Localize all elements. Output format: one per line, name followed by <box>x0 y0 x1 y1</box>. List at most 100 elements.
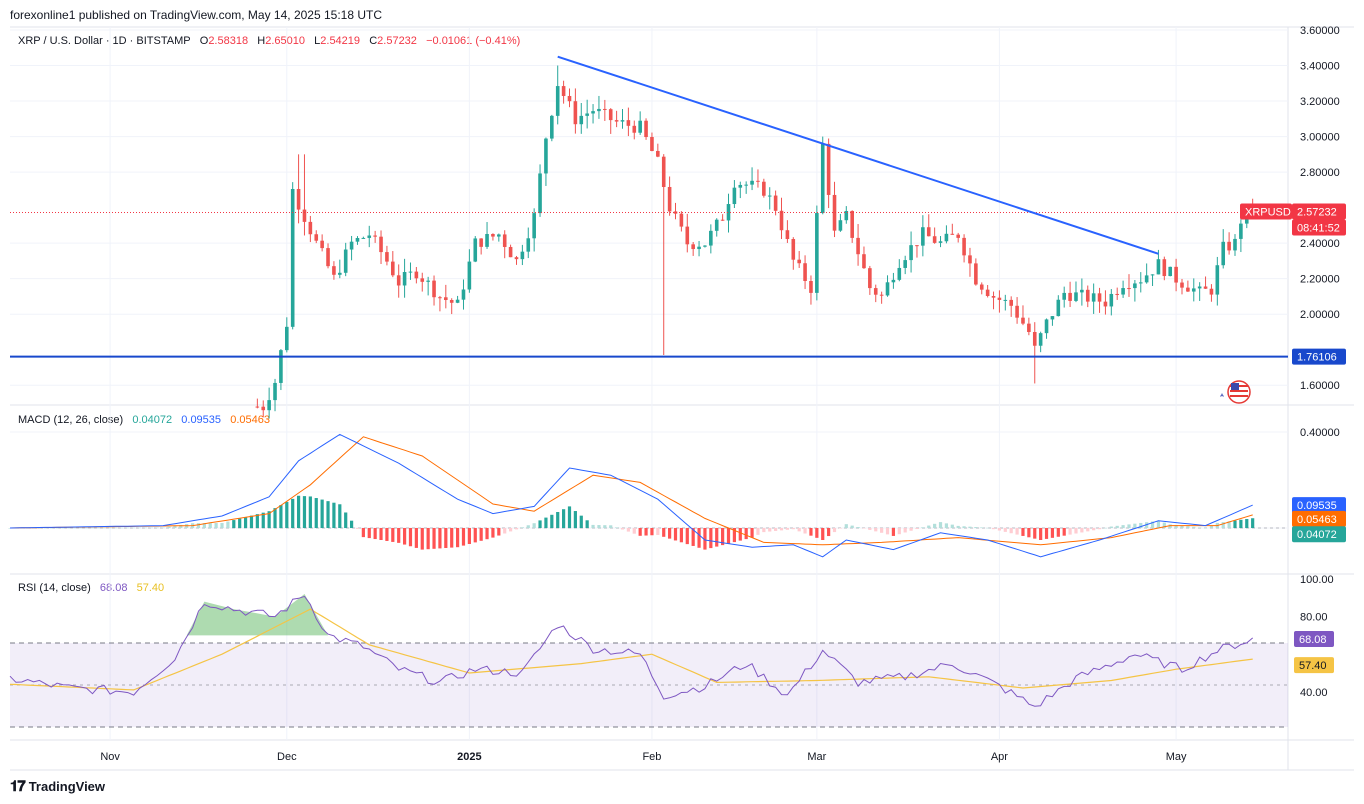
macd-hist-bar <box>355 528 360 529</box>
macd-hist-bar <box>556 512 560 528</box>
macd-hist-bar <box>338 504 342 528</box>
candle-body <box>997 297 1002 300</box>
macd-hist-bar <box>196 523 201 528</box>
candle-body <box>261 406 266 411</box>
candle-body <box>985 289 990 297</box>
macd-hist-bar <box>1156 520 1161 528</box>
macd-hist-bar <box>909 528 913 531</box>
candle-body <box>773 195 778 211</box>
macd-legend: MACD (12, 26, close) 0.04072 0.09535 0.0… <box>18 414 270 426</box>
candle-body <box>679 213 684 227</box>
rsi-axis[interactable]: 100.00 80.00 40.00 <box>1300 574 1334 699</box>
candle-body <box>673 211 678 214</box>
price-axis[interactable]: 3.60000 3.40000 3.20000 3.00000 2.80000 2.400… <box>1300 25 1340 392</box>
macd-hist-bar <box>1121 525 1125 528</box>
candle-body <box>491 234 495 237</box>
candle-body <box>1180 282 1184 288</box>
candle-body <box>720 219 725 221</box>
macd-hist-bar <box>402 528 407 545</box>
macd-tick-label: 0.40000 <box>1300 427 1340 439</box>
us-flag-icon[interactable] <box>1220 380 1251 404</box>
tradingview-logo-icon: 𝟏𝟕 <box>10 778 26 795</box>
candle-body <box>832 194 837 231</box>
countdown-tag-text: 08:41:52 <box>1297 223 1340 235</box>
candle-body <box>338 272 342 275</box>
macd-title[interactable]: MACD (12, 26, close) <box>18 414 124 426</box>
macd-hist-bar <box>526 525 530 528</box>
descending-trendline[interactable] <box>557 55 1159 255</box>
candle-body <box>991 296 996 298</box>
candle-body <box>1191 288 1196 292</box>
rsi-tick-label: 100.00 <box>1300 574 1334 586</box>
candle-body <box>508 246 513 258</box>
candle-body <box>597 108 601 112</box>
symbol-title[interactable]: XRP / U.S. Dollar · 1D · BITSTAMP <box>18 35 191 47</box>
candle-body <box>343 249 348 273</box>
candle-body <box>968 255 972 264</box>
macd-hist-bar <box>703 528 707 550</box>
macd-hist-bar <box>214 523 218 528</box>
candle-body <box>691 244 695 250</box>
macd-hist-bar <box>267 511 271 528</box>
candle-body <box>1215 265 1220 295</box>
macd-hist-bar <box>467 528 471 544</box>
price-tick-label: 2.40000 <box>1300 238 1340 250</box>
rsi-title[interactable]: RSI (14, close) <box>18 582 91 594</box>
macd-hist-bar <box>673 528 678 541</box>
candle-body <box>1074 292 1078 301</box>
candle-body <box>1174 266 1178 283</box>
macd-hist-bar <box>1027 528 1031 538</box>
macd-tag: 0.09535 <box>1292 497 1346 514</box>
candle-body <box>815 213 819 293</box>
macd-hist-bar <box>414 528 418 548</box>
candle-body <box>756 180 760 182</box>
macd-hist-bar <box>950 524 954 528</box>
macd-hist-bar <box>161 527 165 529</box>
candle-body <box>638 120 642 133</box>
candle-body <box>709 230 713 246</box>
candle-body <box>1203 286 1208 289</box>
macd-line <box>9 433 1253 558</box>
candle-body <box>703 245 707 247</box>
rsi-tag-text: 68.08 <box>1299 634 1327 646</box>
candle-body <box>726 204 731 221</box>
time-axis[interactable]: Nov Dec 2025 Feb Mar Apr May <box>100 751 1187 763</box>
candle-body <box>897 267 902 280</box>
macd-hist-bar <box>850 525 854 528</box>
candle-body <box>408 271 413 273</box>
candle-body <box>1003 299 1008 301</box>
macd-signal-value: 0.05463 <box>230 414 270 426</box>
candle-body <box>667 186 672 212</box>
macd-hist-bar <box>827 528 831 537</box>
macd-hist-bar <box>432 528 436 549</box>
candle-body <box>856 237 860 255</box>
tradingview-logo[interactable]: 𝟏𝟕 TradingView <box>10 778 105 795</box>
macd-hist-bar <box>567 506 572 528</box>
macd-hist-bar <box>1086 528 1090 532</box>
macd-hist-bar <box>956 525 960 528</box>
candle-body <box>885 282 890 296</box>
macd-hist-bar <box>1221 522 1225 528</box>
change-value: −0.01061 (−0.41%) <box>426 35 521 47</box>
macd-hist-bar <box>79 527 83 529</box>
rsi-ma-value: 57.40 <box>136 582 165 594</box>
time-tick-label: Mar <box>807 751 826 763</box>
rsi-ma-tag-bg <box>1294 657 1334 674</box>
macd-hist-bar <box>803 528 807 534</box>
macd-hist-bar <box>238 518 242 528</box>
price-tick-label: 1.60000 <box>1300 380 1340 392</box>
price-tick-label: 3.00000 <box>1300 132 1340 144</box>
macd-hist-bar <box>644 528 648 536</box>
macd-hist-bar <box>479 528 483 541</box>
macd-hist-bar <box>962 526 966 528</box>
macd-hist-bar <box>314 498 318 528</box>
rsi-legend: RSI (14, close) 68.08 57.40 <box>18 582 164 594</box>
candle-body <box>785 230 790 240</box>
macd-hist-bar <box>379 528 383 540</box>
macd-hist-bar <box>249 515 254 528</box>
candle-body <box>614 120 619 122</box>
macd-hist-bar <box>455 528 460 548</box>
price-legend: XRP / U.S. Dollar · 1D · BITSTAMP O2.583… <box>18 35 521 47</box>
macd-hist-bar <box>1056 528 1060 537</box>
